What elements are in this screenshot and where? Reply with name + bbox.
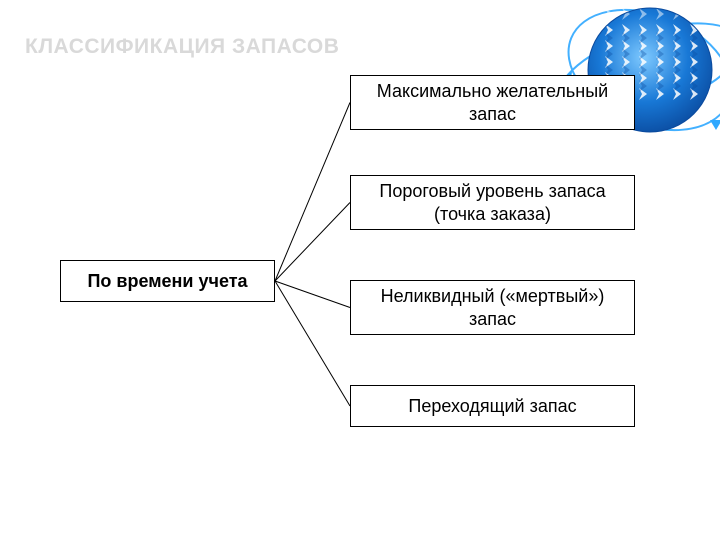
child-label: Переходящий запас: [408, 395, 576, 418]
child-node-dead-stock: Неликвидный («мертвый») запас: [350, 280, 635, 335]
root-node: По времени учета: [60, 260, 275, 302]
child-node-carryover: Переходящий запас: [350, 385, 635, 427]
child-label: Неликвидный («мертвый») запас: [361, 285, 624, 330]
child-label: Максимально желательный запас: [361, 80, 624, 125]
child-node-threshold: Пороговый уровень запаса (точка заказа): [350, 175, 635, 230]
root-label: По времени учета: [87, 270, 247, 293]
child-label: Пороговый уровень запаса (точка заказа): [361, 180, 624, 225]
slide-title: КЛАССИФИКАЦИЯ ЗАПАСОВ: [25, 35, 339, 59]
child-node-max-stock: Максимально желательный запас: [350, 75, 635, 130]
